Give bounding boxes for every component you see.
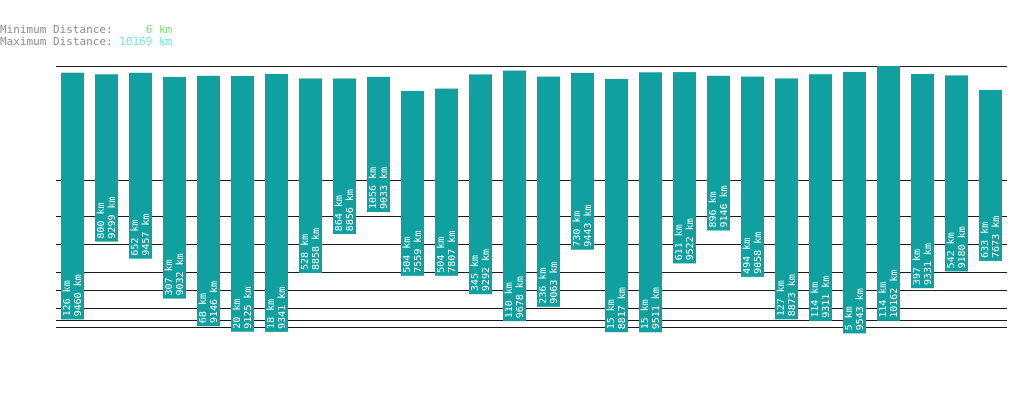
bar-1 [61,72,84,320]
bar-4 [163,76,186,299]
bar-5-near-label: 68 km [198,293,209,323]
bar-6-far-label: 9125 km [243,287,254,329]
bar-17-far-label: 8817 km [617,287,628,329]
bar-22-far-label: 8873 km [787,274,798,316]
bar-17-near-label: 15 km [606,299,617,329]
bar-8-far-label: 8858 km [311,228,322,270]
bar-17 [605,78,628,333]
bar-20 [707,75,730,231]
bar-14-far-label: 9678 km [515,276,526,318]
bar-18 [639,72,662,333]
bar-23 [809,74,832,321]
bar-25-near-label: 114 km [878,282,889,318]
bar-21 [741,76,764,277]
bar-13-far-label: 9292 km [481,249,492,291]
bar-24-far-label: 9543 km [855,288,866,330]
bar-16 [571,72,594,250]
bar-16-near-label: 730 km [572,211,583,247]
bar-25-far-label: 10162 km [889,270,900,318]
bar-3 [129,72,152,259]
bar-15-near-label: 236 km [538,268,549,304]
bar-27 [945,75,968,272]
bars: 126 km 9460 km 800 km 9299 km 652 km 9457 km 3… [61,66,1002,334]
bar-13 [469,74,492,295]
bar-18-far-label: 9511 km [651,287,662,329]
distance-legend: Minimum Distance: 6 km Maximum Distance:… [0,24,172,48]
bar-21-near-label: 494 km [742,238,753,274]
bar-19-far-label: 9522 km [685,218,696,260]
bar-26 [911,74,934,289]
bar-28-far-label: 7673 km [991,216,1002,258]
max-distance-label: Maximum Distance: [0,35,113,48]
bar-9-far-label: 8856 km [345,189,356,231]
bar-7-far-label: 9341 km [277,287,288,329]
bar-5 [197,75,220,327]
bar-5-far-label: 9146 km [209,281,220,323]
min-distance-value: 6 km [145,23,173,36]
bar-10-near-label: 1056 km [368,167,379,209]
bar-6-near-label: 20 km [232,299,243,329]
bar-10 [367,76,390,212]
bar-2 [95,74,118,242]
bar-3-near-label: 652 km [130,220,141,256]
bar-24 [843,71,866,334]
bar-9 [333,78,356,235]
bar-11-near-label: 504 km [402,237,413,273]
bar-9-near-label: 864 km [334,195,345,231]
max-distance-value: 10169 km [119,35,173,48]
bar-4-near-label: 307 km [164,259,175,295]
bar-25 [877,66,900,321]
bar-19-near-label: 611 km [674,224,685,260]
bar-28 [979,89,1002,261]
bar-12-near-label: 504 km [436,237,447,273]
bar-11-far-label: 7559 km [413,231,424,273]
bar-15 [537,76,560,307]
bar-27-near-label: 542 km [946,232,957,268]
bar-3-far-label: 9457 km [141,214,152,256]
bar-12 [435,88,458,276]
bar-10-far-label: 9033 km [379,167,390,209]
bar-26-far-label: 9331 km [923,243,934,285]
bar-27-far-label: 9180 km [957,226,968,268]
bar-18-near-label: 15 km [640,299,651,329]
bar-15-far-label: 9063 km [549,262,560,304]
bar-14-near-label: 110 km [504,282,515,318]
bar-2-near-label: 800 km [96,202,107,238]
bar-2-far-label: 9299 km [107,196,118,238]
bar-19 [673,72,696,264]
bar-26-near-label: 397 km [912,249,923,285]
bar-16-far-label: 9443 km [583,205,594,247]
bar-13-near-label: 345 km [470,255,481,291]
bar-21-far-label: 9058 km [753,232,764,274]
bar-8-near-label: 528 km [300,234,311,270]
bar-22-near-label: 127 km [776,280,787,316]
bar-1-near-label: 126 km [62,280,73,316]
bar-20-far-label: 9146 km [719,185,730,227]
bar-23-far-label: 9311 km [821,276,832,318]
bar-22 [775,78,798,320]
bar-11 [401,91,424,276]
bar-23-near-label: 114 km [810,282,821,318]
min-distance-label: Minimum Distance: [0,23,113,36]
bar-6 [231,76,254,332]
bar-4-far-label: 9032 km [175,253,186,295]
bar-12-far-label: 7807 km [447,231,458,273]
bar-7 [265,73,288,332]
bar-1-far-label: 9460 km [73,274,84,316]
bar-14 [503,70,526,322]
bar-20-near-label: 896 km [708,191,719,227]
bar-28-near-label: 633 km [980,222,991,258]
bar-7-near-label: 18 km [266,299,277,329]
bar-8 [299,78,322,273]
bar-24-near-label: 5 km [844,306,855,330]
